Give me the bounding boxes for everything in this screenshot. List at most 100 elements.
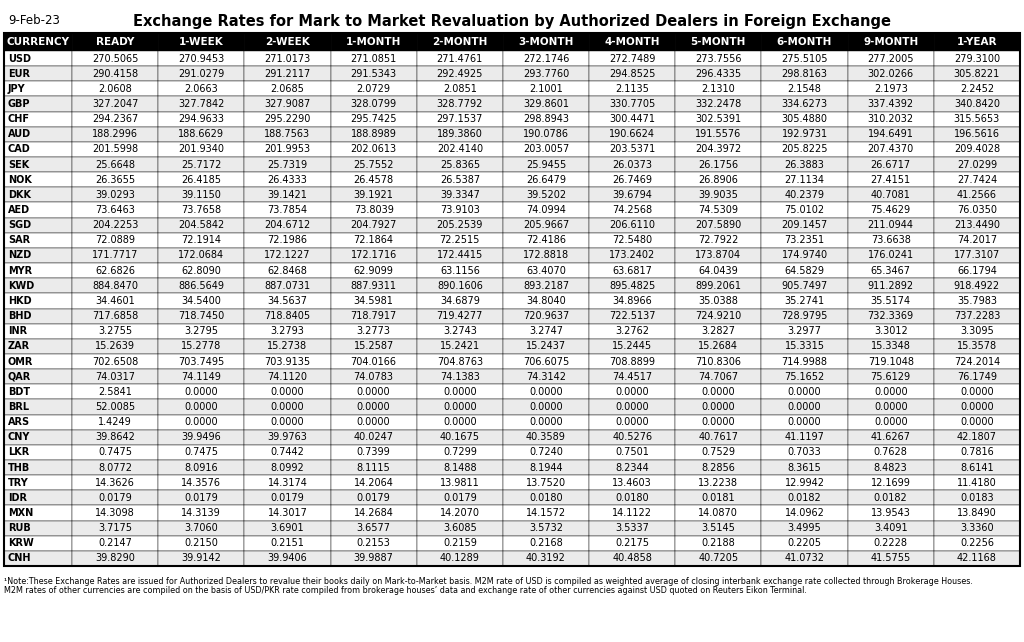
Text: 15.2684: 15.2684 bbox=[698, 342, 738, 351]
Text: 719.1048: 719.1048 bbox=[867, 356, 913, 367]
Text: MXN: MXN bbox=[8, 508, 33, 518]
Text: OMR: OMR bbox=[8, 356, 34, 367]
Text: 899.2061: 899.2061 bbox=[695, 281, 741, 291]
Text: 905.7497: 905.7497 bbox=[781, 281, 827, 291]
Text: 211.0944: 211.0944 bbox=[867, 220, 913, 230]
Text: 14.2684: 14.2684 bbox=[353, 508, 393, 518]
Text: 13.2238: 13.2238 bbox=[698, 478, 738, 488]
Text: 886.5649: 886.5649 bbox=[178, 281, 224, 291]
Text: 328.7792: 328.7792 bbox=[436, 99, 483, 109]
Text: 72.1914: 72.1914 bbox=[181, 236, 221, 245]
Text: 25.8365: 25.8365 bbox=[439, 160, 480, 169]
Text: 337.4392: 337.4392 bbox=[867, 99, 913, 109]
Text: 62.6826: 62.6826 bbox=[95, 266, 135, 275]
Text: 3.3012: 3.3012 bbox=[873, 326, 907, 336]
Text: 74.5309: 74.5309 bbox=[698, 205, 738, 215]
Text: 3.2773: 3.2773 bbox=[356, 326, 390, 336]
Text: 73.7854: 73.7854 bbox=[267, 205, 307, 215]
Text: 14.3139: 14.3139 bbox=[181, 508, 221, 518]
Text: 27.7424: 27.7424 bbox=[956, 175, 997, 185]
Text: 173.8704: 173.8704 bbox=[695, 250, 741, 261]
Text: 3.3095: 3.3095 bbox=[961, 326, 993, 336]
Text: 2.1310: 2.1310 bbox=[701, 84, 735, 94]
Text: 76.1749: 76.1749 bbox=[956, 372, 997, 381]
Text: 0.2150: 0.2150 bbox=[184, 538, 218, 548]
Text: 15.2421: 15.2421 bbox=[439, 342, 480, 351]
Text: 327.7842: 327.7842 bbox=[178, 99, 224, 109]
Text: 0.0000: 0.0000 bbox=[270, 417, 304, 427]
Text: 41.1197: 41.1197 bbox=[784, 432, 824, 442]
Text: ARS: ARS bbox=[8, 417, 30, 427]
Text: 73.2351: 73.2351 bbox=[784, 236, 824, 245]
Text: 39.9763: 39.9763 bbox=[267, 432, 307, 442]
Text: 14.1572: 14.1572 bbox=[526, 508, 566, 518]
Text: INR: INR bbox=[8, 326, 27, 336]
Text: 34.5400: 34.5400 bbox=[181, 296, 221, 306]
Text: 0.0000: 0.0000 bbox=[615, 417, 649, 427]
Text: 291.2117: 291.2117 bbox=[264, 69, 310, 79]
Text: 0.0000: 0.0000 bbox=[787, 417, 821, 427]
Text: 34.8966: 34.8966 bbox=[612, 296, 652, 306]
Text: 0.7240: 0.7240 bbox=[529, 447, 563, 457]
Text: 0.0000: 0.0000 bbox=[873, 387, 907, 397]
Text: 0.0000: 0.0000 bbox=[356, 387, 390, 397]
Text: 0.0000: 0.0000 bbox=[873, 417, 907, 427]
Text: 39.6794: 39.6794 bbox=[612, 190, 652, 200]
Text: 0.0000: 0.0000 bbox=[356, 417, 390, 427]
Text: 0.0000: 0.0000 bbox=[270, 387, 304, 397]
Text: 40.3589: 40.3589 bbox=[526, 432, 566, 442]
Text: 173.2402: 173.2402 bbox=[609, 250, 655, 261]
Text: 271.4761: 271.4761 bbox=[436, 53, 483, 64]
Text: 291.5343: 291.5343 bbox=[350, 69, 396, 79]
Text: 0.0000: 0.0000 bbox=[701, 387, 735, 397]
Text: 8.1115: 8.1115 bbox=[356, 462, 390, 473]
Text: 3.6901: 3.6901 bbox=[270, 523, 304, 533]
Text: 277.2005: 277.2005 bbox=[867, 53, 914, 64]
Text: 14.1122: 14.1122 bbox=[612, 508, 652, 518]
Text: 305.4880: 305.4880 bbox=[781, 114, 827, 124]
Text: 14.0870: 14.0870 bbox=[698, 508, 738, 518]
Text: 292.4925: 292.4925 bbox=[436, 69, 483, 79]
Text: 13.8490: 13.8490 bbox=[957, 508, 996, 518]
Text: 41.0732: 41.0732 bbox=[784, 553, 824, 564]
Text: 39.9406: 39.9406 bbox=[267, 553, 307, 564]
Text: 26.4185: 26.4185 bbox=[181, 175, 221, 185]
Text: 188.6629: 188.6629 bbox=[178, 129, 224, 139]
Text: DKK: DKK bbox=[8, 190, 31, 200]
Text: 0.0000: 0.0000 bbox=[443, 402, 476, 412]
Text: 1-WEEK: 1-WEEK bbox=[179, 37, 223, 47]
Text: 194.6491: 194.6491 bbox=[867, 129, 913, 139]
Text: 39.8642: 39.8642 bbox=[95, 432, 135, 442]
Text: KRW: KRW bbox=[8, 538, 34, 548]
Text: 0.0000: 0.0000 bbox=[961, 387, 993, 397]
Text: 0.0000: 0.0000 bbox=[615, 387, 649, 397]
Text: 41.6267: 41.6267 bbox=[870, 432, 910, 442]
Text: 72.1864: 72.1864 bbox=[353, 236, 393, 245]
Text: 703.9135: 703.9135 bbox=[264, 356, 310, 367]
Text: 26.8906: 26.8906 bbox=[698, 175, 738, 185]
Text: SAR: SAR bbox=[8, 236, 30, 245]
Text: 15.2738: 15.2738 bbox=[267, 342, 307, 351]
Text: 74.4517: 74.4517 bbox=[612, 372, 652, 381]
Text: 2.1973: 2.1973 bbox=[873, 84, 907, 94]
Text: 271.0851: 271.0851 bbox=[350, 53, 396, 64]
Text: 26.3883: 26.3883 bbox=[784, 160, 824, 169]
Text: 26.3655: 26.3655 bbox=[95, 175, 135, 185]
Text: 0.0000: 0.0000 bbox=[184, 417, 218, 427]
Text: BDT: BDT bbox=[8, 387, 30, 397]
Text: 6-MONTH: 6-MONTH bbox=[777, 37, 833, 47]
Text: 34.8040: 34.8040 bbox=[526, 296, 566, 306]
Text: 35.0388: 35.0388 bbox=[698, 296, 738, 306]
Text: 310.2032: 310.2032 bbox=[867, 114, 913, 124]
Text: CAD: CAD bbox=[8, 144, 31, 155]
Text: 0.7475: 0.7475 bbox=[98, 447, 132, 457]
Text: 26.7469: 26.7469 bbox=[612, 175, 652, 185]
Text: 27.1134: 27.1134 bbox=[784, 175, 824, 185]
Text: 74.2568: 74.2568 bbox=[612, 205, 652, 215]
Text: BHD: BHD bbox=[8, 311, 32, 321]
Text: 8.0992: 8.0992 bbox=[270, 462, 304, 473]
Text: MYR: MYR bbox=[8, 266, 32, 275]
Text: 0.7816: 0.7816 bbox=[961, 447, 993, 457]
Text: 0.0182: 0.0182 bbox=[873, 493, 907, 503]
Text: 172.1716: 172.1716 bbox=[350, 250, 396, 261]
